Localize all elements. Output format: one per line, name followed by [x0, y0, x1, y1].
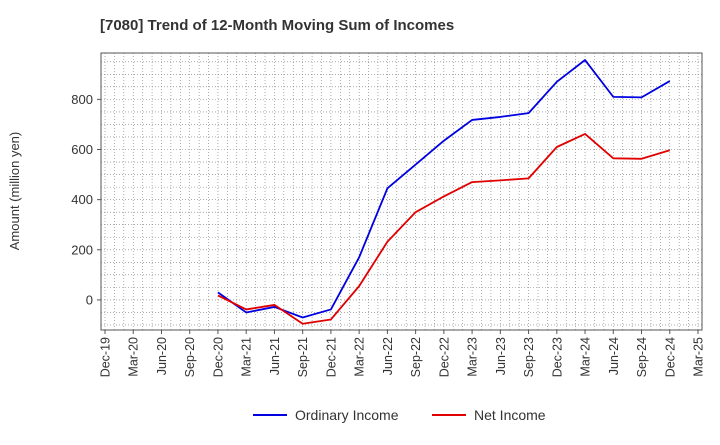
x-axis: Dec-19 Mar-20 Jun-20 Sep-20 Dec-20 Mar-21 Jun-… [99, 330, 706, 377]
x-tick-label: Dec-21 [324, 337, 338, 377]
series-line-net-income [217, 133, 671, 325]
y-tick-label: 400 [71, 192, 93, 207]
x-tick-label: Sep-24 [635, 337, 649, 377]
y-tick-label: 0 [86, 292, 93, 307]
y-axis-label: Amount (million yen) [7, 132, 22, 251]
x-tick-label: Dec-23 [550, 337, 564, 377]
x-tick-label: Sep-20 [183, 337, 197, 377]
x-tick-label: Dec-20 [211, 337, 225, 377]
plot-area [100, 52, 703, 331]
x-tick-label: Mar-25 [692, 337, 706, 377]
legend: Ordinary Income Net Income [253, 407, 546, 423]
x-tick-label: Jun-22 [381, 337, 395, 375]
x-tick-label: Jun-20 [155, 337, 169, 375]
x-tick-label: Mar-21 [240, 337, 254, 377]
x-tick-label: Mar-20 [127, 337, 141, 377]
x-tick-label: Jun-24 [607, 337, 621, 375]
x-tick-label: Jun-23 [494, 337, 508, 375]
x-tick-label: Sep-23 [522, 337, 536, 377]
chart-title: [7080] Trend of 12-Month Moving Sum of I… [100, 17, 454, 34]
x-tick-label: Mar-24 [579, 337, 593, 377]
x-tick-label: Mar-22 [353, 337, 367, 377]
x-tick-label: Jun-21 [268, 337, 282, 375]
x-tick-label: Sep-21 [296, 337, 310, 377]
x-tick-label: Dec-22 [437, 337, 451, 377]
y-tick-label: 600 [71, 142, 93, 157]
legend-label-net-income: Net Income [474, 407, 546, 423]
y-axis: 0 200 400 600 800 [71, 92, 101, 307]
x-tick-label: Dec-19 [99, 337, 113, 377]
x-tick-label: Dec-24 [663, 337, 677, 377]
legend-label-ordinary-income: Ordinary Income [295, 407, 399, 423]
series-line-ordinary-income [217, 59, 671, 319]
x-tick-label: Mar-23 [466, 337, 480, 377]
y-tick-label: 800 [71, 92, 93, 107]
series-group [217, 59, 671, 325]
y-tick-label: 200 [71, 242, 93, 257]
x-tick-label: Sep-22 [409, 337, 423, 377]
